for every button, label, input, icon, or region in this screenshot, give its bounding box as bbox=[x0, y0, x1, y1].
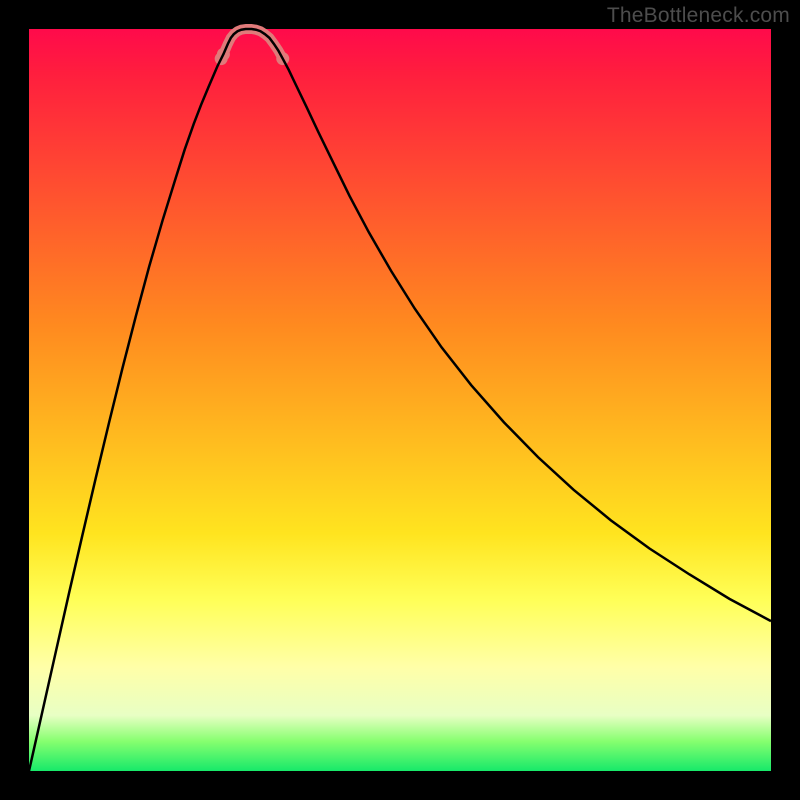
watermark-text: TheBottleneck.com bbox=[607, 4, 790, 28]
plot-area bbox=[29, 29, 771, 771]
bottleneck-curve bbox=[29, 29, 771, 771]
chart-frame: TheBottleneck.com bbox=[0, 0, 800, 800]
curve-svg bbox=[29, 29, 771, 771]
